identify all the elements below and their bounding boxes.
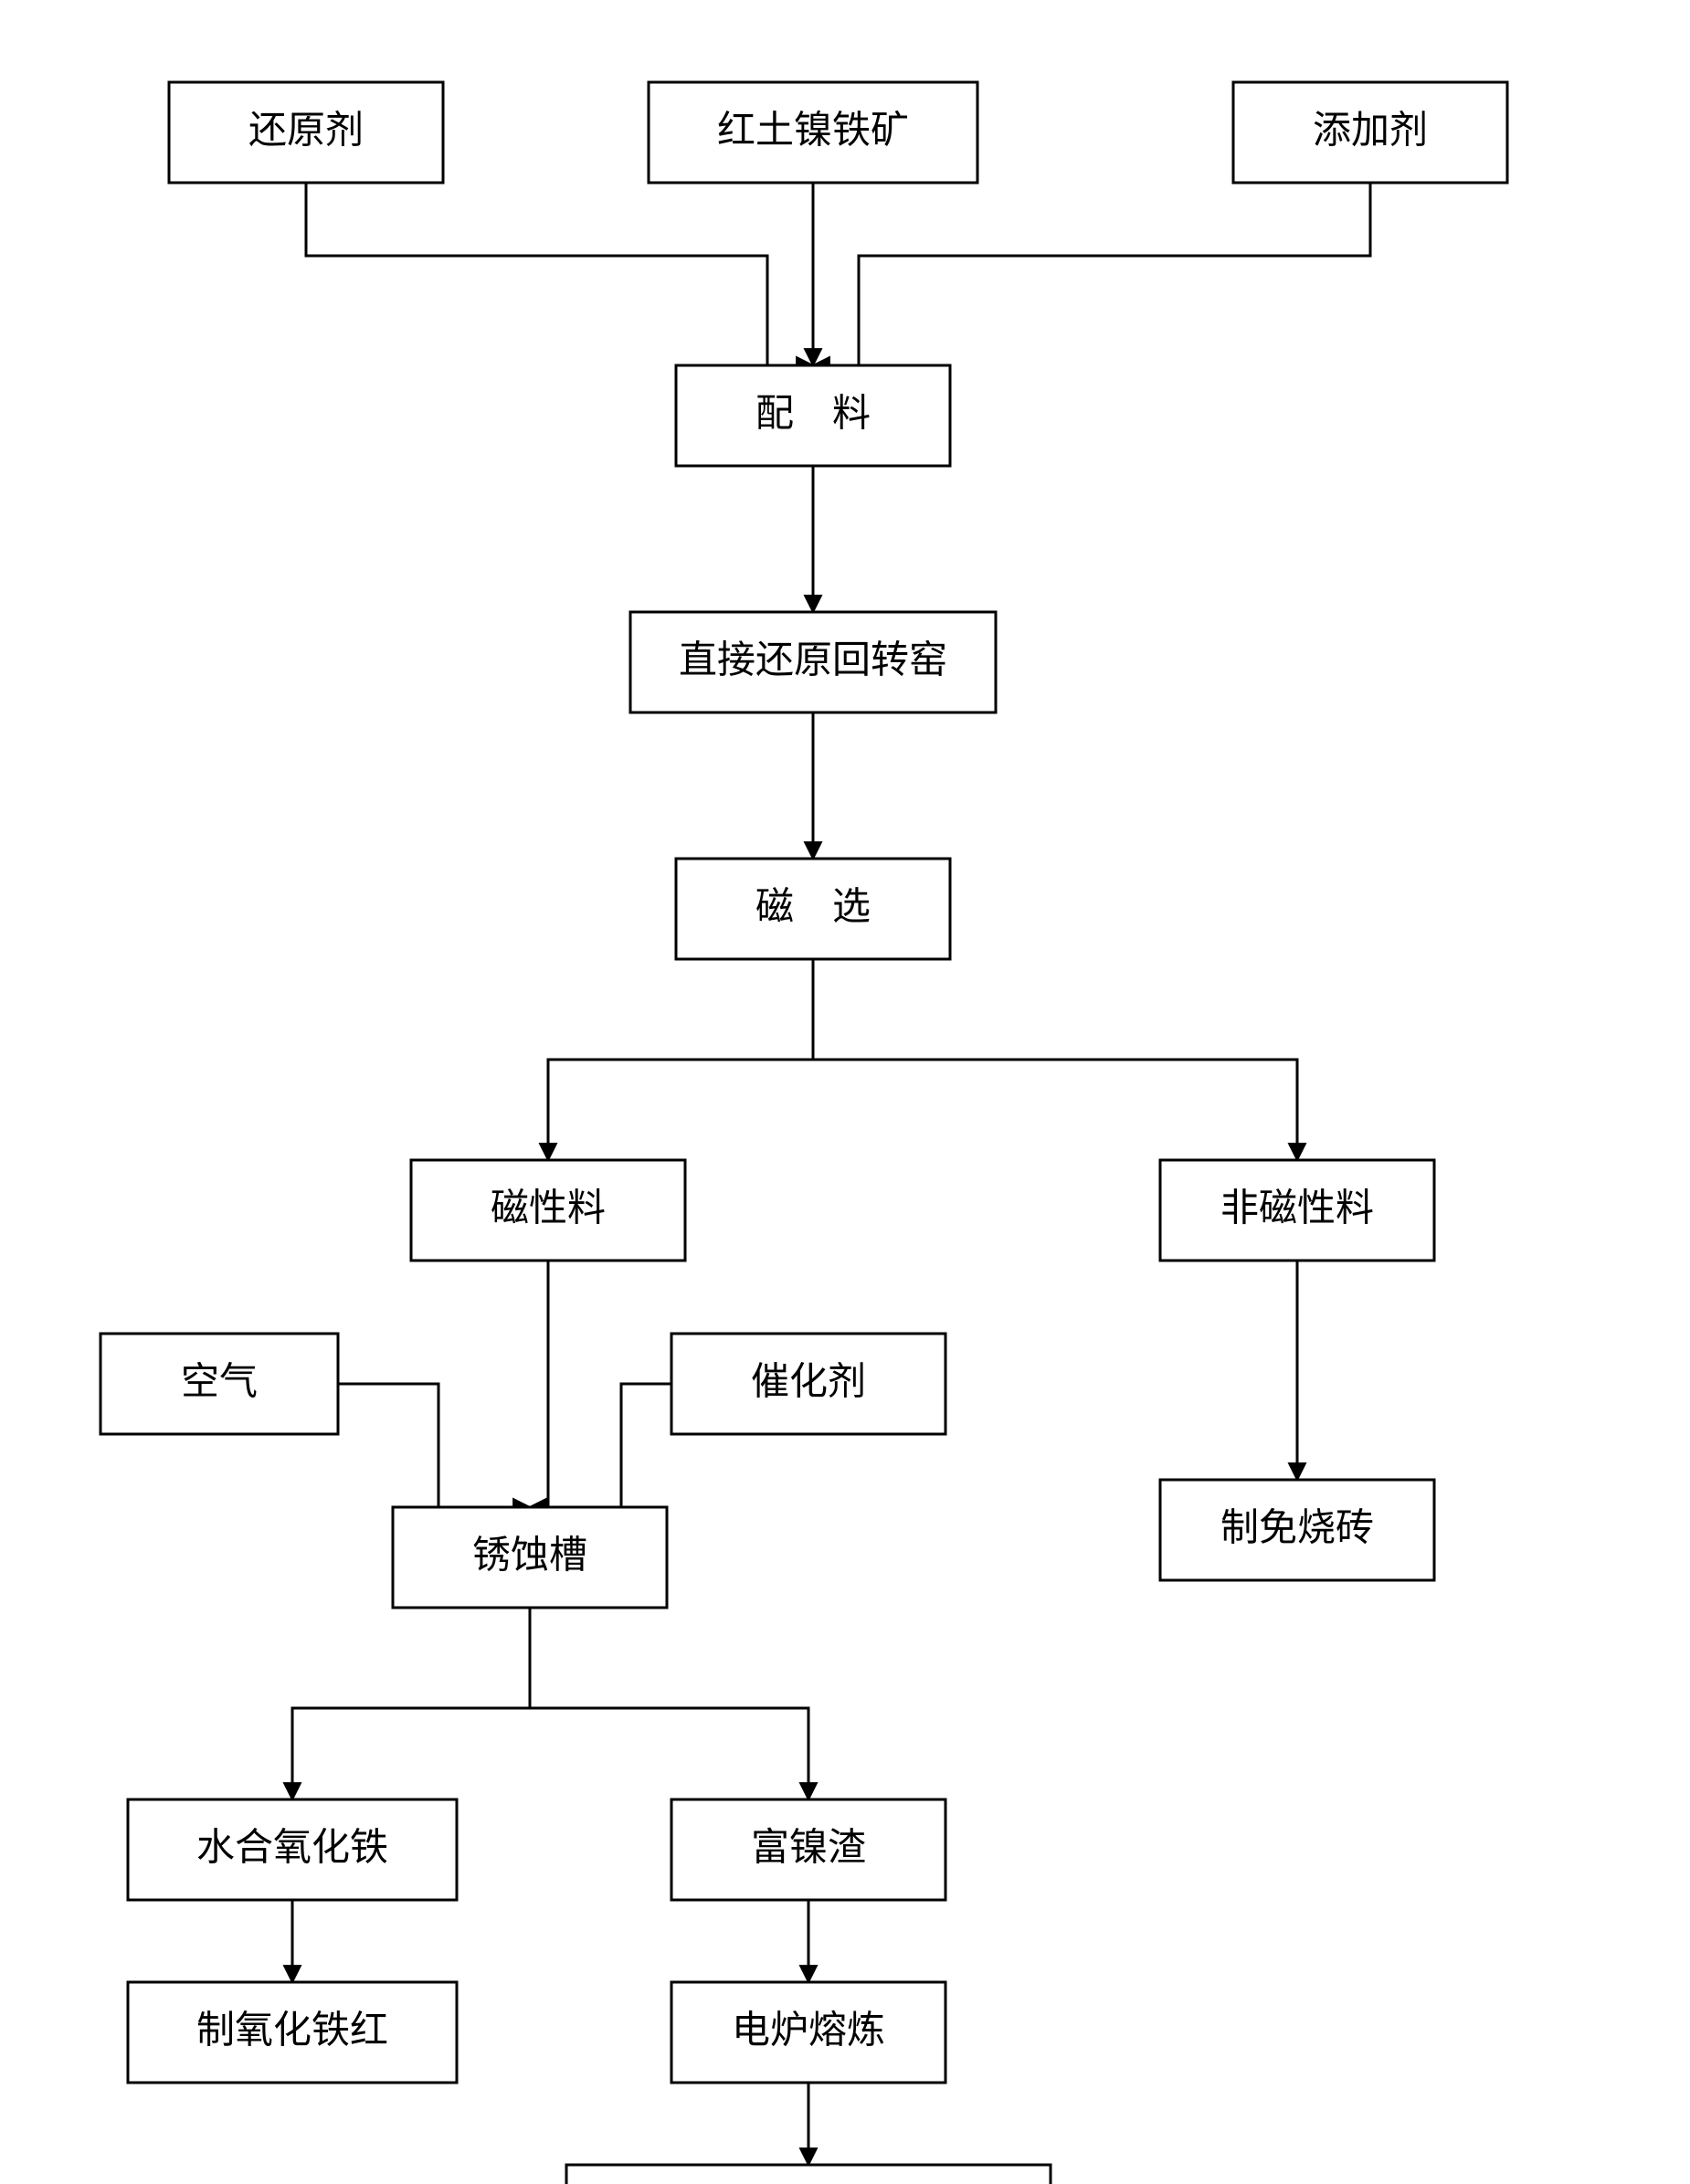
- edge-additive-batching: [813, 183, 1370, 365]
- edge-magsep-nonmagmat: [813, 959, 1297, 1160]
- node-label-ore: 红土镍铁矿: [717, 111, 909, 153]
- edge-air-rusttank: [338, 1384, 530, 1507]
- node-label-batching: 配 料: [755, 394, 871, 436]
- edge-rusttank-nislag: [530, 1608, 808, 1799]
- node-label-rusttank: 锈蚀槽: [472, 1535, 587, 1577]
- node-magsep: 磁 选: [676, 859, 950, 959]
- node-label-kiln: 直接还原回转窑: [679, 640, 947, 682]
- node-label-additive: 添加剂: [1313, 111, 1428, 153]
- node-catalyst: 催化剂: [671, 1334, 945, 1434]
- node-furnace: 电炉熔炼: [671, 1982, 945, 2083]
- node-reducer: 还原剂: [169, 82, 443, 183]
- node-label-nislag: 富镍渣: [751, 1827, 866, 1870]
- node-magmat: 磁性料: [411, 1160, 685, 1261]
- node-ironoxide: 制氧化铁红: [128, 1982, 457, 2083]
- node-label-ironoxide: 制氧化铁红: [196, 2010, 388, 2052]
- node-label-hydrox: 水合氧化铁: [196, 1828, 388, 1870]
- node-kiln: 直接还原回转窑: [630, 612, 996, 712]
- edge-magmat-rusttank: [530, 1261, 548, 1507]
- flowchart-canvas: 还原剂红土镍铁矿添加剂配 料直接还原回转窑磁 选磁性料非磁性料空气催化剂锈蚀槽制…: [0, 0, 1690, 2184]
- edge-magsep-magmat: [548, 959, 813, 1160]
- edge-catalyst-rusttank: [530, 1384, 671, 1507]
- node-label-magsep: 磁 选: [755, 887, 871, 929]
- node-label-reducer: 还原剂: [248, 111, 364, 153]
- edge-rusttank-hydrox: [292, 1608, 530, 1799]
- node-rusttank: 锈蚀槽: [393, 1507, 667, 1608]
- node-ore: 红土镍铁矿: [649, 82, 977, 183]
- node-nislag: 富镍渣: [671, 1799, 945, 1900]
- node-nonmagmat: 非磁性料: [1160, 1160, 1434, 1261]
- edge-reducer-batching: [306, 183, 813, 365]
- node-ingot: 镍铁锭（Ni＞20%）: [566, 2165, 1051, 2184]
- node-label-nonmagmat: 非磁性料: [1220, 1188, 1374, 1230]
- node-label-furnace: 电炉熔炼: [732, 2010, 885, 2052]
- node-air: 空气: [100, 1334, 338, 1434]
- node-additive: 添加剂: [1233, 82, 1507, 183]
- node-hydrox: 水合氧化铁: [128, 1799, 457, 1900]
- node-batching: 配 料: [676, 365, 950, 466]
- node-label-nobakebr: 制免烧砖: [1220, 1508, 1374, 1550]
- node-label-magmat: 磁性料: [491, 1188, 606, 1230]
- node-nobakebr: 制免烧砖: [1160, 1480, 1434, 1580]
- node-label-air: 空气: [181, 1361, 258, 1404]
- node-label-catalyst: 催化剂: [751, 1362, 866, 1404]
